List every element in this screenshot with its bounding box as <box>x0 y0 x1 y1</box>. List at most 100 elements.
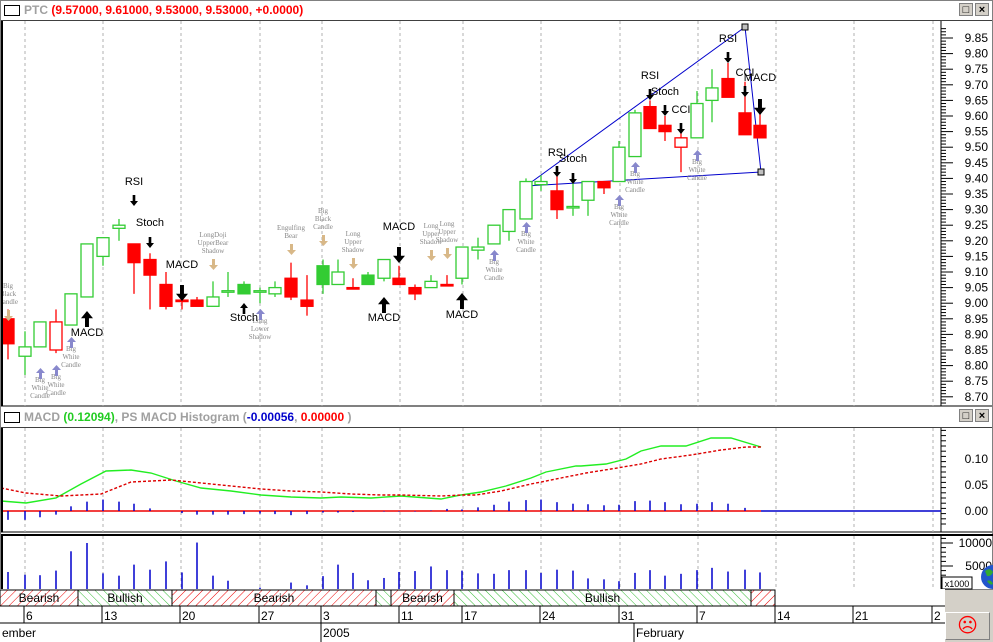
restore-button[interactable]: □ <box>959 3 973 16</box>
globe-icon <box>981 565 993 589</box>
candle-body <box>96 237 110 258</box>
pattern-text: Candle <box>609 219 629 227</box>
candle-body <box>112 224 126 229</box>
pattern-text: Candle <box>625 186 645 194</box>
left-edge <box>1 21 3 407</box>
candle <box>64 293 78 326</box>
arrow-down-icon <box>569 179 577 184</box>
arrow-up-icon <box>696 154 699 161</box>
pattern-text: White <box>47 381 64 389</box>
pattern-text: Shadow <box>202 247 226 255</box>
arrow-up-icon <box>522 222 531 227</box>
candle <box>18 331 32 375</box>
arrow-down-icon <box>446 248 449 255</box>
arrow-up-icon <box>615 195 624 200</box>
arrow-up-icon <box>242 307 246 314</box>
volume-tick-label: 10000 <box>959 536 993 550</box>
pattern-text: White <box>485 266 502 274</box>
arrow-up-icon <box>52 365 61 370</box>
signal-annotation: Stoch <box>559 153 587 184</box>
candle-body <box>690 102 704 139</box>
price-tick-label: 9.25 <box>965 218 989 232</box>
signal-text: MACD <box>71 327 103 339</box>
candle <box>159 272 173 310</box>
candle-body <box>674 137 688 148</box>
candle-body <box>502 208 516 233</box>
arrow-down-icon <box>212 259 215 266</box>
macd-pane: MACD (0.12094), PS MACD Histogram (-0.00… <box>0 406 993 533</box>
price-tick-label: 9.80 <box>965 47 989 61</box>
signal-text: Stoch <box>651 86 679 98</box>
multiplier-box <box>941 576 973 590</box>
month-label: 2005 <box>323 626 350 640</box>
candle-body <box>253 290 267 293</box>
candle-body <box>550 190 564 211</box>
signal-segment-bear: Bearish <box>171 589 377 607</box>
arrow-down-icon <box>349 264 358 269</box>
candle-body <box>268 286 282 295</box>
arrow-up-icon <box>618 199 621 206</box>
pane-icon <box>4 412 20 424</box>
candle <box>440 275 454 287</box>
candle <box>49 309 63 354</box>
candle <box>392 265 406 286</box>
candle-body <box>33 321 47 348</box>
pattern-text: White <box>626 178 643 186</box>
candle <box>519 178 533 220</box>
signal-text: Stoch <box>136 217 164 229</box>
close-button[interactable]: × <box>975 3 989 16</box>
arrow-down-icon <box>319 241 328 246</box>
candle-body <box>316 265 330 286</box>
macd-tick-label: 0.10 <box>965 452 989 466</box>
trendline <box>525 171 762 187</box>
arrow-down-icon <box>646 95 654 100</box>
pattern-text: Black <box>1 290 17 298</box>
candle <box>206 281 220 307</box>
arrow-down-icon <box>724 58 732 63</box>
candle <box>127 243 141 294</box>
arrow-down-icon <box>209 265 218 270</box>
macd-tick-label: 0.00 <box>965 504 989 518</box>
signal-annotation: MACD <box>383 221 415 263</box>
price-tick-label: 9.20 <box>965 234 989 248</box>
candle <box>143 253 157 310</box>
macd-line <box>1 437 762 504</box>
pattern-text: Big <box>630 170 641 178</box>
macd-chart[interactable]: 0.10 0.05 0.00 <box>1 407 993 533</box>
price-chart[interactable]: 9.85 9.809.75 9.709.65 9.60 9.559.50 9.459.40… <box>1 1 993 407</box>
sad-face-button[interactable]: ☹ <box>945 612 990 640</box>
arrow-down-icon <box>741 92 749 97</box>
month-label: February <box>636 626 684 640</box>
candle-body <box>1 318 15 345</box>
arrow-down-icon <box>443 254 452 259</box>
arrow-up-icon <box>55 369 58 376</box>
restore-button[interactable]: □ <box>959 409 973 422</box>
trendline <box>744 26 762 173</box>
close-button[interactable]: × <box>975 409 989 422</box>
price-tick-label: 9.65 <box>965 93 989 107</box>
day-label: 27 <box>261 609 275 623</box>
pattern-text: Candle <box>46 389 66 397</box>
arrow-up-icon <box>460 299 464 309</box>
candle-body <box>519 180 533 220</box>
signal-annotation: MACD <box>166 259 198 301</box>
arrow-down-icon <box>176 293 188 301</box>
candle <box>534 175 548 191</box>
candle <box>455 246 469 285</box>
signal-label: Bearish <box>19 591 60 605</box>
signal-text: RSI <box>125 176 143 188</box>
pattern-text: Big <box>318 207 329 215</box>
price-tick-label: 9.45 <box>965 156 989 170</box>
candle-body <box>221 290 235 293</box>
pattern-text: Long <box>253 317 268 325</box>
arrow-up-icon <box>36 368 45 373</box>
candle <box>300 275 314 316</box>
